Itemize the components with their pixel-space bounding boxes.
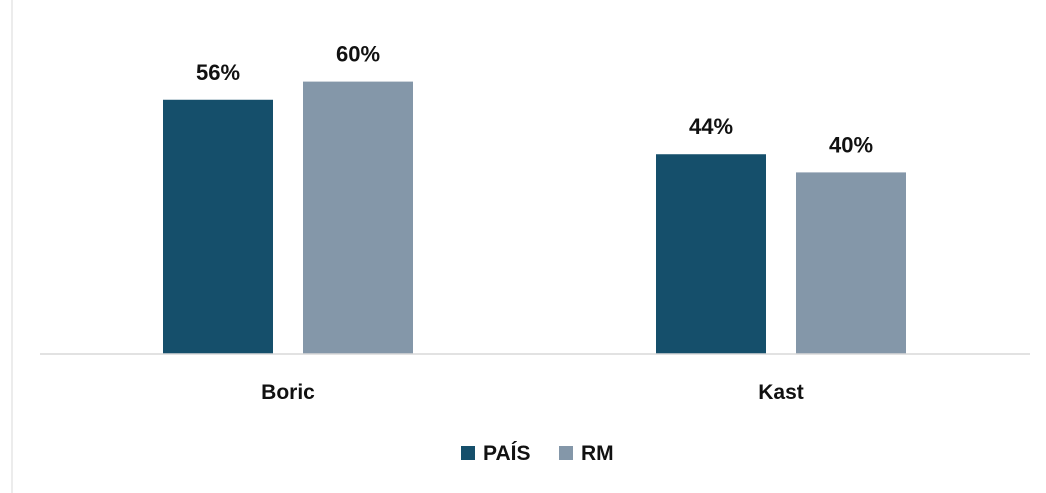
- bar-boric-pais: [163, 99, 273, 354]
- legend-swatch-pais: [461, 446, 475, 460]
- legend-swatch-rm: [559, 446, 573, 460]
- legend-label-pais: PAÍS: [483, 442, 530, 465]
- bar-boric-rm: [303, 81, 413, 354]
- data-label-kast-pais: 44%: [689, 114, 733, 139]
- legend-label-rm: RM: [581, 442, 614, 465]
- data-label-kast-rm: 40%: [829, 132, 873, 157]
- category-labels-group: Boric Kast: [261, 381, 804, 404]
- bar-kast-rm: [796, 172, 906, 354]
- bars-group: [163, 81, 906, 354]
- data-label-boric-rm: 60%: [336, 42, 380, 67]
- category-label-boric: Boric: [261, 381, 315, 404]
- bar-labels-group: 56% 60% 44% 40%: [196, 42, 873, 158]
- category-label-kast: Kast: [758, 381, 804, 404]
- data-label-boric-pais: 56%: [196, 60, 240, 85]
- bar-kast-pais: [656, 154, 766, 354]
- legend: PAÍS RM: [461, 442, 614, 465]
